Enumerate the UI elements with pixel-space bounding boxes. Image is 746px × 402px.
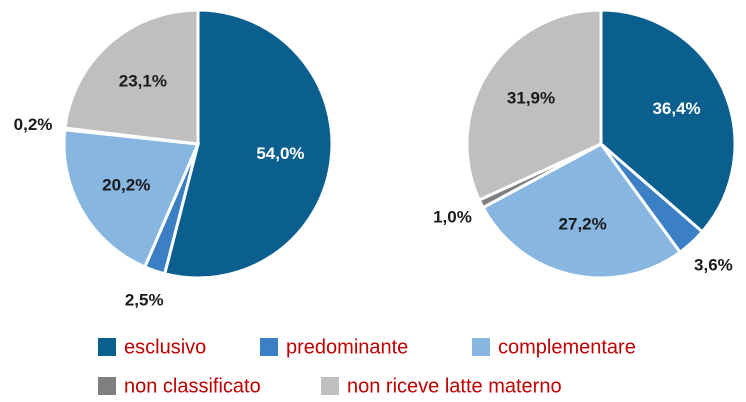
slice-label: 2,5% (125, 291, 164, 310)
pie-slice (465, 8, 603, 203)
pie-slice (62, 128, 201, 269)
legend-label: predominante (286, 336, 408, 358)
slice-label: 36,4% (652, 99, 700, 118)
slice-label: 3,6% (694, 256, 733, 275)
legend-label: complementare (498, 336, 636, 358)
slice-label: 54,0% (256, 144, 304, 163)
slice-label: 0,2% (14, 115, 53, 134)
legend-swatch (472, 338, 490, 356)
slice-label: 20,2% (102, 175, 150, 194)
slice-label: 1,0% (433, 208, 472, 227)
legend-label: non riceve latte materno (347, 375, 562, 397)
legend-swatch (98, 377, 116, 395)
legend-label: esclusivo (124, 336, 206, 358)
pie-slice (63, 8, 200, 146)
pie-slice (162, 8, 334, 280)
slice-label: 31,9% (507, 89, 555, 108)
legend-swatch (260, 338, 278, 356)
pie-slice (599, 8, 737, 234)
pie-slice (481, 142, 683, 280)
slice-label: 27,2% (559, 215, 607, 234)
legend-swatch (321, 377, 339, 395)
legend-swatch (98, 338, 116, 356)
legend-label: non classificato (124, 375, 261, 397)
slice-label: 23,1% (119, 71, 167, 90)
